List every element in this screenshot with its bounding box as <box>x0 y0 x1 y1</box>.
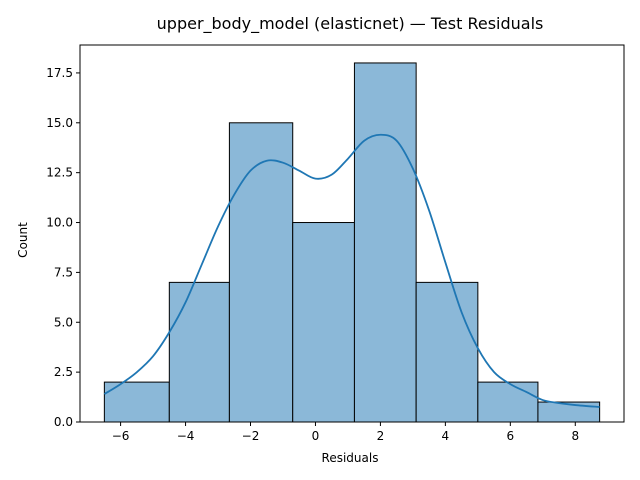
histogram-bar-6 <box>415 281 479 423</box>
chart-title: upper_body_model (elasticnet) — Test Res… <box>157 14 544 34</box>
x-axis-ticks: −6 −4 −2 0 2 4 6 8 <box>112 422 579 443</box>
histogram-bar-7 <box>477 381 539 423</box>
histogram-bar-5 <box>353 62 417 423</box>
histogram-bar-1 <box>103 381 170 423</box>
bars-group <box>103 62 601 423</box>
y-tick-label: 0.0 <box>54 415 73 429</box>
y-tick-label: 2.5 <box>54 365 73 379</box>
x-axis-label: Residuals <box>322 451 379 465</box>
y-axis-label: Count <box>16 222 30 258</box>
x-tick-label: −6 <box>112 429 130 443</box>
histogram-bar-3 <box>228 122 294 423</box>
y-tick-label: 7.5 <box>54 265 73 279</box>
histogram-bar-2 <box>168 281 230 423</box>
histogram-bar-4 <box>292 222 355 423</box>
y-tick-label: 15.0 <box>46 116 73 130</box>
plot-frame <box>79 44 625 423</box>
kde-curve <box>103 133 600 408</box>
x-tick-label: 8 <box>571 429 579 443</box>
x-tick-label: 4 <box>442 429 450 443</box>
x-tick-label: −4 <box>177 429 195 443</box>
x-tick-label: −2 <box>242 429 260 443</box>
y-tick-label: 17.5 <box>46 66 73 80</box>
x-tick-label: 6 <box>507 429 515 443</box>
y-tick-label: 5.0 <box>54 315 73 329</box>
y-tick-label: 10.0 <box>46 216 73 230</box>
y-tick-label: 12.5 <box>46 166 73 180</box>
x-tick-label: 0 <box>312 429 320 443</box>
y-axis-ticks: 0.0 2.5 5.0 7.5 10.0 12.5 15.0 17.5 <box>46 66 80 429</box>
x-tick-label: 2 <box>377 429 385 443</box>
